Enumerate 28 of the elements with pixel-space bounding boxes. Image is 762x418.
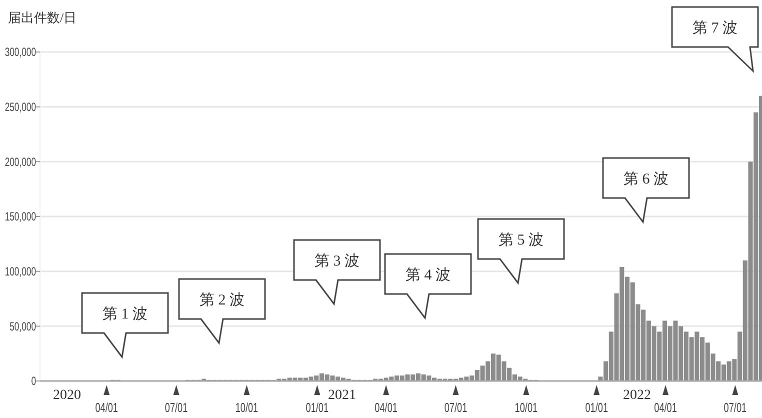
annotation: 第 2 波 [200,291,244,308]
y-tick-label: 50,000 [10,321,36,334]
x-tick-label: 07/01 [724,402,747,416]
annotation: 第 1 波 [102,305,148,322]
x-tick-label: 07/01 [444,402,468,416]
x-tick-label: 04/01 [654,402,677,416]
y-tick-label: 200,000 [4,156,36,170]
annotation: 第 5 波 [498,231,544,248]
x-tick-label: 07/01 [164,402,188,416]
annotation: 第 6 波 [624,170,668,188]
text: 2021 [328,388,356,403]
text: 2022 [623,388,651,403]
text: 2020 [53,388,81,403]
annotation: 第 3 波 [314,252,360,270]
y-tick-label: 150,000 [4,212,36,224]
y-tick-label: 250,000 [4,102,36,114]
x-tick-label: 04/01 [95,402,118,416]
y-tick-label: 0 [31,376,36,389]
x-tick-label: 10/01 [514,402,538,416]
y-tick-label: 300,000 [4,47,36,60]
x-tick-label: 01/01 [306,402,329,416]
text: 第 7 波 [692,19,738,36]
x-tick-label: 01/01 [585,402,608,416]
x-tick-label: 10/01 [235,402,258,416]
y-axis-title: 届出件数/日 [8,10,77,25]
x-tick-label: 04/01 [374,402,398,416]
y-tick-label: 100,000 [4,266,36,279]
annotation: 第 4 波 [406,266,450,284]
